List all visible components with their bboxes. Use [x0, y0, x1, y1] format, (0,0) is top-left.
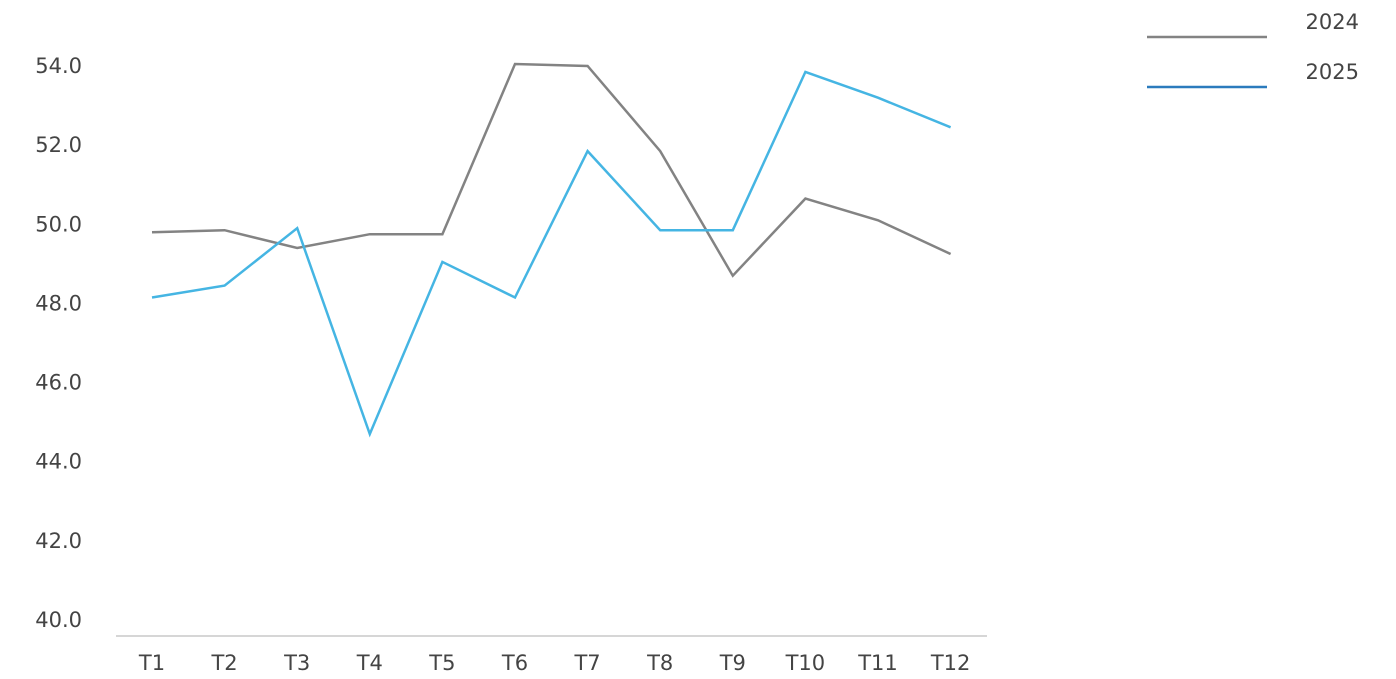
x-tick-label: T4: [356, 651, 383, 675]
x-axis-tick-labels: T1 T2 T3 T4 T5 T6 T7 T8 T9 T10 T11 T12: [138, 651, 970, 675]
series-line-2024: [151, 62, 952, 278]
x-tick-label: T7: [573, 651, 600, 675]
y-tick-label: 54.0: [35, 54, 82, 78]
x-tick-label: T11: [857, 651, 898, 675]
series-lines: [151, 62, 952, 438]
y-tick-label: 48.0: [35, 291, 82, 315]
y-tick-label: 52.0: [35, 133, 82, 157]
y-axis-tick-labels: 40.0 42.0 44.0 46.0 48.0 50.0 52.0 54.0: [35, 54, 82, 632]
series-line-2025: [151, 70, 952, 438]
x-tick-label: T3: [283, 651, 310, 675]
x-tick-label: T8: [646, 651, 673, 675]
x-tick-label: T10: [785, 651, 826, 675]
x-tick-label: T12: [930, 651, 971, 675]
legend-label-2025: 2025: [1306, 60, 1359, 84]
x-tick-label: T9: [719, 651, 746, 675]
x-tick-label: T1: [138, 651, 165, 675]
y-tick-label: 44.0: [35, 450, 82, 474]
x-tick-label: T5: [428, 651, 455, 675]
legend-label-2024: 2024: [1306, 10, 1359, 34]
legend: 2024 2025: [1147, 10, 1359, 89]
y-tick-label: 50.0: [35, 212, 82, 236]
y-tick-label: 46.0: [35, 371, 82, 395]
y-tick-label: 40.0: [35, 608, 82, 632]
y-tick-label: 42.0: [35, 529, 82, 553]
x-tick-label: T2: [210, 651, 237, 675]
x-tick-label: T6: [501, 651, 528, 675]
